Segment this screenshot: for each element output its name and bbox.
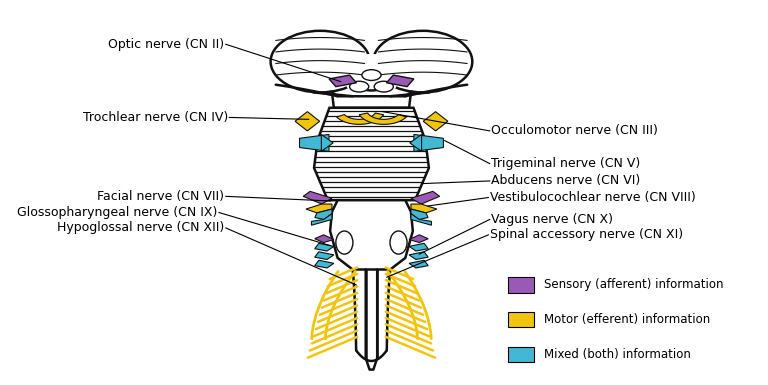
- Polygon shape: [411, 204, 437, 213]
- Text: Optic nerve (CN II): Optic nerve (CN II): [108, 38, 224, 51]
- Polygon shape: [300, 134, 329, 151]
- Polygon shape: [314, 108, 429, 200]
- Polygon shape: [315, 235, 334, 243]
- Text: Mixed (both) information: Mixed (both) information: [544, 348, 690, 361]
- Circle shape: [349, 81, 369, 92]
- Polygon shape: [409, 252, 429, 259]
- FancyBboxPatch shape: [508, 346, 535, 362]
- Text: Facial nerve (CN VII): Facial nerve (CN VII): [98, 190, 224, 203]
- Polygon shape: [411, 191, 439, 204]
- Polygon shape: [295, 112, 319, 131]
- Ellipse shape: [336, 231, 353, 254]
- FancyBboxPatch shape: [508, 312, 535, 327]
- Polygon shape: [409, 243, 429, 251]
- Ellipse shape: [373, 31, 472, 92]
- Polygon shape: [409, 235, 429, 243]
- Text: Hypoglossal nerve (CN XII): Hypoglossal nerve (CN XII): [58, 221, 224, 234]
- Text: Vestibulocochlear nerve (CN VIII): Vestibulocochlear nerve (CN VIII): [490, 191, 696, 204]
- Text: Occulomotor nerve (CN III): Occulomotor nerve (CN III): [491, 124, 658, 137]
- Polygon shape: [315, 260, 334, 268]
- Polygon shape: [410, 134, 422, 151]
- Text: Trochlear nerve (CN IV): Trochlear nerve (CN IV): [83, 111, 228, 124]
- Polygon shape: [312, 214, 332, 225]
- Text: Glossopharyngeal nerve (CN IX): Glossopharyngeal nerve (CN IX): [17, 206, 217, 219]
- Ellipse shape: [390, 231, 407, 254]
- Polygon shape: [329, 75, 356, 87]
- Polygon shape: [359, 113, 406, 124]
- Ellipse shape: [270, 31, 369, 92]
- Text: Vagus nerve (CN X): Vagus nerve (CN X): [491, 213, 613, 226]
- FancyBboxPatch shape: [508, 277, 535, 293]
- Polygon shape: [414, 134, 443, 151]
- Text: Trigeminal nerve (CN V): Trigeminal nerve (CN V): [491, 157, 641, 170]
- Polygon shape: [303, 191, 332, 204]
- Ellipse shape: [344, 54, 399, 100]
- Circle shape: [362, 70, 381, 80]
- Polygon shape: [332, 92, 411, 108]
- Polygon shape: [315, 209, 332, 219]
- Text: Motor (efferent) information: Motor (efferent) information: [544, 313, 710, 326]
- Polygon shape: [411, 209, 428, 219]
- Text: Sensory (afferent) information: Sensory (afferent) information: [544, 278, 723, 291]
- Polygon shape: [306, 204, 332, 213]
- Polygon shape: [423, 112, 448, 131]
- Polygon shape: [315, 243, 334, 251]
- Text: Abducens nerve (CN VI): Abducens nerve (CN VI): [491, 174, 641, 187]
- Circle shape: [374, 81, 393, 92]
- Polygon shape: [330, 200, 413, 270]
- Polygon shape: [336, 113, 383, 124]
- Polygon shape: [321, 134, 333, 151]
- Polygon shape: [409, 260, 429, 268]
- Polygon shape: [386, 75, 414, 87]
- Polygon shape: [315, 252, 334, 259]
- Text: Spinal accessory nerve (CN XI): Spinal accessory nerve (CN XI): [490, 228, 683, 241]
- Polygon shape: [411, 214, 432, 225]
